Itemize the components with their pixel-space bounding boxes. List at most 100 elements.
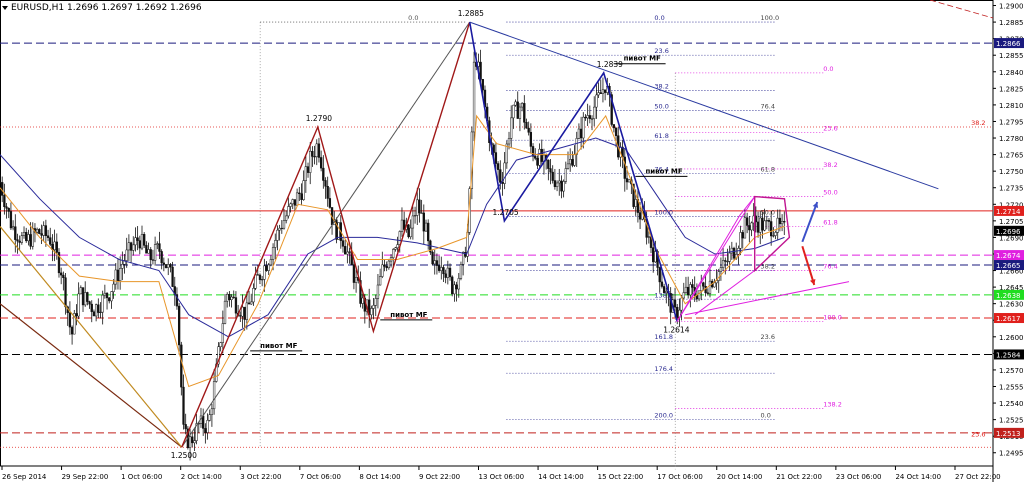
candle-body — [9, 211, 13, 229]
candle-body — [254, 274, 257, 289]
level-tag-bg-8 — [994, 427, 1024, 438]
candle-body — [359, 280, 362, 304]
candle-body — [778, 217, 782, 225]
candle-body — [140, 234, 144, 249]
candle-body — [453, 284, 456, 295]
fib-pink-label-7: 138.2 — [823, 401, 842, 409]
candle-body — [457, 278, 460, 290]
candle-body — [774, 232, 777, 236]
fib-blue-rlabel-0: 100.0 — [761, 14, 780, 22]
y-tick-label: 1.2720 — [999, 201, 1024, 209]
x-tick-label: 13 Oct 06:00 — [479, 473, 525, 481]
y-tick-label: 1.2570 — [999, 367, 1024, 375]
candle-body — [702, 282, 705, 287]
candle-body — [437, 265, 441, 271]
x-tick-label: 24 Oct 14:00 — [895, 473, 941, 481]
candle-body — [721, 260, 725, 268]
candle-body — [143, 234, 146, 246]
candle-body — [169, 264, 172, 268]
candle-body — [555, 182, 559, 187]
candle-body — [433, 260, 436, 265]
candle-body — [551, 171, 554, 181]
candle-body — [38, 229, 41, 234]
fib-blue-rlabel-7: 38.2 — [761, 263, 775, 271]
candle-body — [208, 414, 211, 421]
symbol-dropdown-icon[interactable] — [2, 6, 8, 10]
candle-body — [531, 146, 535, 157]
y-tick-label: 1.2795 — [999, 118, 1024, 126]
candle-body — [510, 117, 513, 139]
x-tick-label: 7 Oct 06:00 — [300, 473, 341, 481]
candle-body — [682, 292, 685, 299]
candle-body — [206, 420, 209, 433]
zigzag-blue-line — [468, 21, 678, 322]
candle-body — [125, 249, 128, 261]
fib-blue-label-9: 161.8 — [654, 333, 673, 341]
candle-body — [86, 292, 89, 302]
candle-body — [167, 264, 170, 268]
candle-body — [767, 220, 771, 222]
candle-body — [481, 79, 484, 91]
candle-body — [300, 193, 303, 200]
candle-body — [162, 262, 165, 265]
candle-body — [400, 219, 404, 232]
candle-body — [540, 148, 543, 162]
swing-label-2: 1.2839 — [597, 60, 623, 69]
candle-body — [5, 206, 8, 209]
candle-body — [55, 241, 58, 253]
candle-body — [53, 241, 56, 250]
pink-wedge-lower — [685, 281, 850, 316]
candle-body — [145, 245, 148, 254]
candle-body — [64, 277, 67, 308]
fib-blue-rlabel-6: 50.0 — [761, 208, 775, 216]
candle-body — [361, 297, 364, 304]
level-tag-1: 1.2714 — [996, 208, 1021, 216]
candle-body — [494, 152, 498, 164]
candle-body — [595, 94, 598, 108]
candle-body — [706, 292, 709, 294]
candle-body — [14, 226, 17, 240]
level-tag-bg-7 — [994, 349, 1024, 360]
candle-body — [134, 237, 137, 246]
candle-body — [413, 215, 417, 217]
candle-body — [632, 183, 635, 207]
candle-body — [577, 128, 581, 139]
candle-body — [538, 148, 541, 166]
candle-body — [610, 94, 613, 125]
candle-body — [505, 143, 508, 164]
y-tick-label: 1.2735 — [999, 185, 1024, 193]
candle-body — [599, 92, 602, 94]
candle-body — [234, 297, 238, 314]
candle-body — [204, 428, 207, 433]
candle-body — [420, 212, 423, 214]
candle-body — [374, 298, 377, 306]
candle-body — [60, 272, 63, 276]
level-tag-8: 1.2513 — [996, 430, 1021, 438]
candle-body — [564, 168, 567, 182]
level-tag-4: 1.2665 — [996, 262, 1021, 270]
candle-body — [119, 268, 122, 281]
candle-body — [195, 423, 198, 441]
y-tick-label: 1.2810 — [999, 102, 1024, 110]
fib-pink-label-5: 76.4 — [823, 263, 837, 271]
y-tick-label: 1.2765 — [999, 152, 1024, 160]
candle-body — [446, 267, 449, 278]
candle-body — [160, 251, 163, 264]
pink-wedge-upper — [676, 196, 756, 322]
candle-body — [132, 244, 135, 251]
candle-body — [232, 296, 235, 298]
candle-body — [0, 181, 2, 184]
candle-body — [289, 203, 292, 207]
candle-body — [372, 305, 375, 309]
candle-body — [527, 127, 530, 133]
candle-body — [177, 305, 181, 346]
x-tick-label: 23 Oct 06:00 — [836, 473, 882, 481]
candle-body — [579, 128, 583, 139]
y-tick-label: 1.2750 — [999, 168, 1024, 176]
candle-body — [411, 215, 415, 229]
candle-body — [324, 180, 327, 187]
candle-body — [282, 220, 286, 229]
candle-body — [416, 199, 419, 216]
candle-body — [492, 144, 495, 153]
